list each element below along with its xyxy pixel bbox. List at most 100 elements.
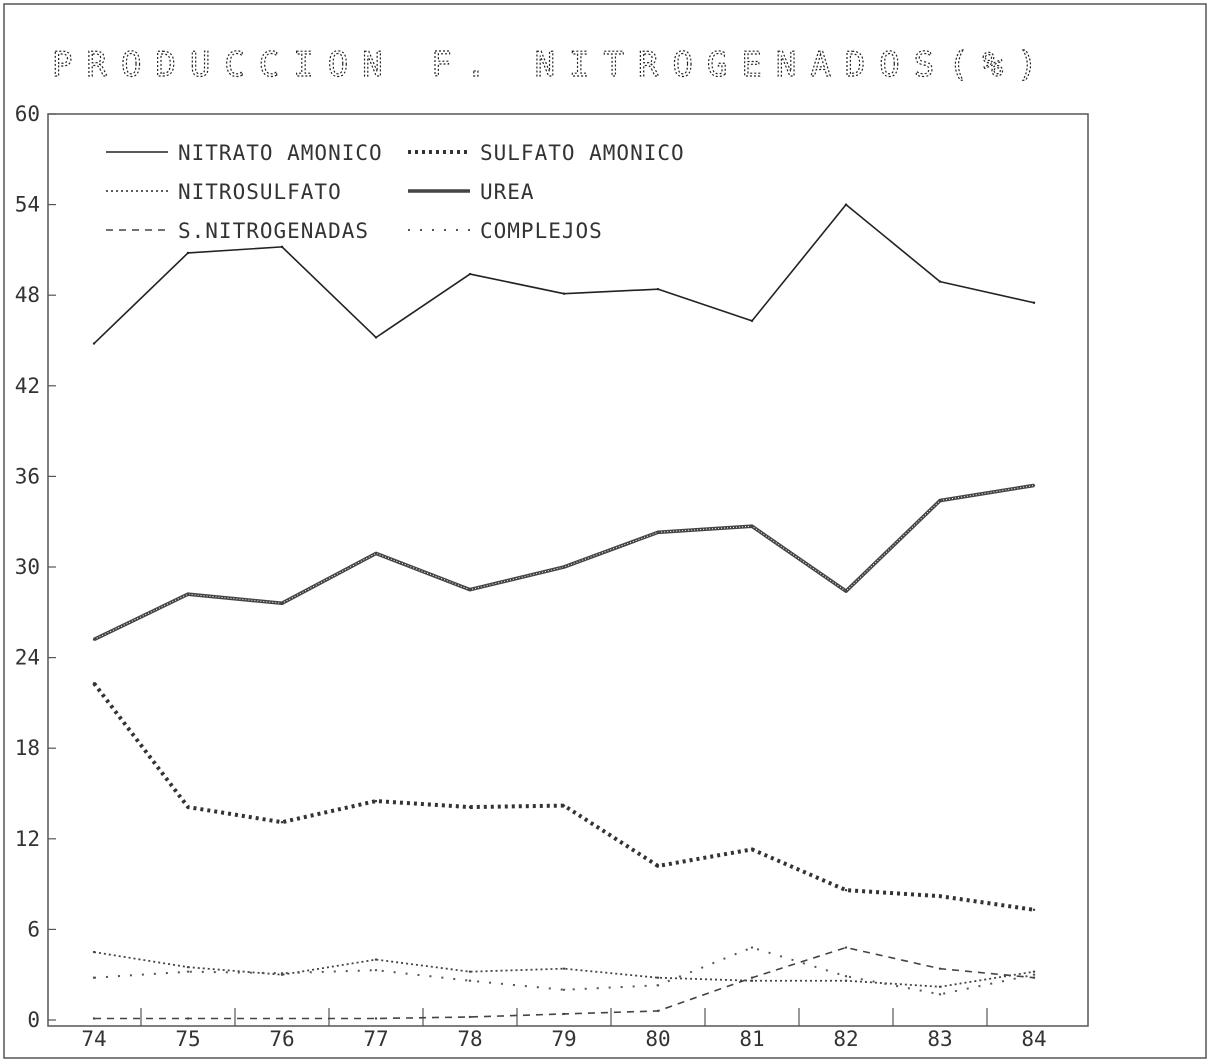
- data-point: [280, 820, 284, 824]
- data-point: [186, 805, 190, 809]
- y-tick-label: 48: [15, 283, 40, 307]
- x-tick-label: 82: [833, 1027, 858, 1051]
- data-point: [92, 976, 96, 979]
- data-point: [468, 805, 472, 809]
- data-point: [280, 245, 284, 249]
- data-point: [280, 1017, 284, 1020]
- data-point: [374, 799, 378, 803]
- data-point: [1032, 970, 1036, 973]
- data-point: [844, 589, 848, 593]
- data-point: [562, 804, 566, 807]
- data-point: [92, 1017, 96, 1020]
- legend-label: UREA: [480, 180, 535, 204]
- legend: NITRATO AMONICO SULFATO AMONICO NITROSULFA…: [106, 141, 685, 243]
- data-point: [374, 958, 378, 961]
- x-tick-label: 76: [269, 1027, 294, 1051]
- y-tick-label: 30: [15, 555, 40, 579]
- data-point: [844, 975, 848, 978]
- data-point: [844, 888, 848, 892]
- data-point: [92, 682, 96, 685]
- legend-label: COMPLEJOS: [480, 219, 603, 243]
- x-tick-label: 80: [645, 1027, 670, 1051]
- data-point: [562, 292, 566, 295]
- y-tick-label: 6: [27, 917, 40, 941]
- data-point: [750, 946, 754, 949]
- data-point: [468, 970, 472, 973]
- y-tick-label: 0: [27, 1008, 40, 1032]
- data-point: [562, 1012, 566, 1016]
- data-point: [844, 946, 848, 949]
- data-point: [1032, 976, 1036, 979]
- y-tick-label: 18: [15, 736, 40, 760]
- data-point: [468, 1015, 472, 1019]
- series-urea: [92, 483, 1036, 642]
- legend-item-sulfato-amonico: SULFATO AMONICO: [408, 141, 685, 165]
- data-point: [562, 565, 566, 569]
- x-axis-ticks: 74 75 76 77 78 79 80 81 82 83 84: [81, 1008, 1047, 1051]
- x-tick-label: 83: [927, 1027, 952, 1051]
- y-tick-label: 60: [15, 102, 40, 126]
- plot-area: [47, 113, 1089, 1027]
- series-complejos: [92, 946, 1036, 996]
- y-tick-label: 12: [15, 827, 40, 851]
- data-point: [938, 993, 942, 996]
- data-point: [92, 950, 96, 954]
- legend-item-s-nitrogenadas: S.NITROGENADAS: [106, 219, 369, 243]
- series-s-nitrogenadas: [92, 946, 1036, 1020]
- data-point: [750, 319, 754, 323]
- data-point: [938, 967, 942, 970]
- series-line-inner-urea: [93, 484, 1035, 640]
- data-point: [656, 1009, 660, 1013]
- series-line-sulfato-amonico: [92, 682, 1035, 912]
- x-tick-label: 79: [551, 1027, 576, 1051]
- series-sulfato-amonico: [92, 682, 1036, 912]
- legend-label: S.NITROGENADAS: [178, 219, 369, 243]
- legend-item-complejos: COMPLEJOS: [408, 219, 603, 243]
- data-point: [468, 272, 472, 276]
- legend-label: NITROSULFATO: [178, 180, 342, 204]
- data-point: [750, 976, 754, 979]
- data-point: [468, 588, 472, 591]
- legend-item-nitrosulfato: NITROSULFATO: [106, 180, 342, 204]
- x-tick-label: 81: [739, 1027, 764, 1051]
- data-point: [374, 1017, 378, 1020]
- x-tick-label: 74: [81, 1027, 106, 1051]
- series-line-s-nitrogenadas: [94, 946, 1035, 1020]
- data-point: [656, 984, 660, 987]
- data-point: [1032, 908, 1036, 911]
- data-point: [750, 525, 754, 528]
- y-tick-label: 36: [15, 464, 40, 488]
- y-tick-label: 54: [15, 193, 40, 217]
- outer-border: [3, 3, 1207, 1059]
- x-tick-label: 77: [363, 1027, 388, 1051]
- series-line-complejos: [93, 946, 1035, 996]
- data-point: [186, 1017, 190, 1020]
- data-point: [280, 602, 284, 605]
- data-point: [938, 280, 942, 283]
- legend-item-nitrato-amonico: NITRATO AMONICO: [106, 141, 382, 165]
- data-point: [186, 251, 190, 255]
- data-point: [938, 499, 942, 502]
- data-point: [1032, 973, 1036, 976]
- data-point: [186, 970, 190, 973]
- y-tick-label: 42: [15, 374, 40, 398]
- data-point: [938, 985, 942, 988]
- series-line-urea: [93, 483, 1035, 642]
- legend-label: SULFATO AMONICO: [480, 141, 685, 165]
- series-layer: [92, 203, 1036, 1020]
- y-axis-ticks: 0 6 12 18 24 30 36 42 48 54 60: [15, 102, 56, 1032]
- data-point: [656, 287, 660, 291]
- chart-title: PRODUCCION F. NITROGENADOS(%): [52, 45, 1052, 85]
- y-tick-label: 24: [15, 646, 40, 670]
- data-point: [750, 848, 754, 851]
- series-nitrato-amonico: [92, 203, 1036, 345]
- x-tick-label: 78: [457, 1027, 482, 1051]
- series-nitrosulfato: [92, 950, 1036, 988]
- data-point: [92, 638, 96, 641]
- data-point: [186, 965, 190, 969]
- data-point: [656, 976, 660, 979]
- data-point: [938, 894, 942, 898]
- data-point: [374, 552, 378, 555]
- data-point: [562, 988, 566, 991]
